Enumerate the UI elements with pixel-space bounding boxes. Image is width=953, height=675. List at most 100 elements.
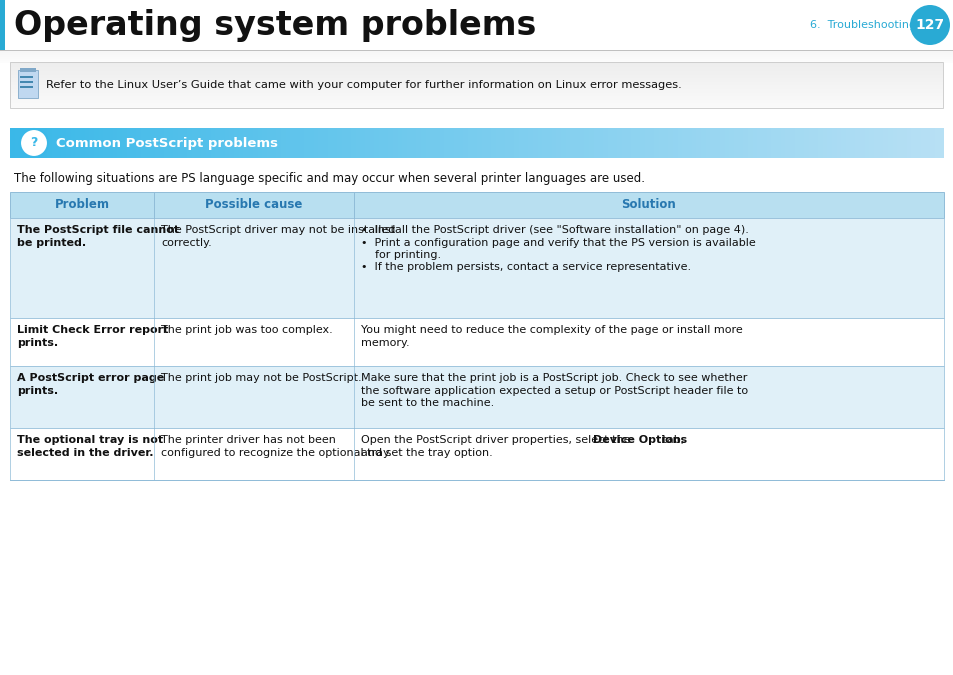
Bar [220, 128, 225, 158]
Bar [365, 128, 370, 158]
Bar [635, 128, 640, 158]
Bar [0, 53, 953, 55]
Bar [10, 104, 942, 105]
Bar [430, 128, 435, 158]
Bar [831, 128, 836, 158]
Bar [770, 128, 776, 158]
Bar [901, 128, 906, 158]
Bar [873, 128, 879, 158]
Bar [673, 128, 678, 158]
Bar [196, 128, 202, 158]
Bar [169, 128, 173, 158]
Bar [145, 128, 151, 158]
Bar [752, 128, 757, 158]
Bar [10, 96, 942, 97]
Bar [90, 128, 94, 158]
Bar [444, 128, 449, 158]
Text: Operating system problems: Operating system problems [14, 9, 536, 43]
Bar [10, 66, 942, 67]
Bar [715, 128, 720, 158]
Bar [686, 128, 692, 158]
Bar [10, 84, 942, 85]
Text: Possible cause: Possible cause [205, 198, 302, 211]
Bar [808, 128, 813, 158]
Bar [10, 71, 942, 72]
Bar [850, 128, 855, 158]
Bar [136, 128, 141, 158]
Bar [663, 128, 668, 158]
Bar [416, 128, 421, 158]
Bar [639, 128, 645, 158]
Bar [728, 128, 734, 158]
Bar [10, 218, 943, 318]
Bar [98, 128, 104, 158]
Bar [612, 128, 617, 158]
Bar [402, 128, 407, 158]
Bar [10, 106, 942, 107]
Bar [38, 128, 43, 158]
Bar [304, 128, 309, 158]
Bar [826, 128, 832, 158]
Bar [355, 128, 360, 158]
Bar [10, 64, 942, 65]
Bar [66, 128, 71, 158]
Bar [127, 128, 132, 158]
Bar [570, 128, 575, 158]
Bar [817, 128, 822, 158]
Bar [29, 128, 33, 158]
Bar [720, 128, 724, 158]
Bar [10, 100, 942, 101]
Text: Problem: Problem [54, 198, 110, 211]
Bar [504, 128, 510, 158]
Bar [19, 128, 25, 158]
Text: The printer driver has not been: The printer driver has not been [161, 435, 335, 445]
Bar [238, 128, 244, 158]
Bar [10, 92, 942, 93]
Bar [10, 428, 943, 480]
Bar [757, 128, 761, 158]
Bar [602, 128, 608, 158]
Bar [518, 128, 523, 158]
Bar [10, 86, 942, 87]
Bar [887, 128, 892, 158]
Bar [346, 128, 351, 158]
Bar [253, 128, 257, 158]
Bar [18, 70, 38, 98]
Bar [882, 128, 887, 158]
Bar [528, 128, 533, 158]
Bar [509, 128, 515, 158]
Text: The print job was too complex.: The print job was too complex. [161, 325, 333, 335]
Text: A PostScript error page: A PostScript error page [17, 373, 164, 383]
Bar [420, 128, 426, 158]
Bar [700, 128, 705, 158]
Bar [491, 128, 496, 158]
Bar [10, 72, 942, 73]
Bar [10, 63, 942, 64]
Bar [631, 128, 636, 158]
Bar [476, 128, 481, 158]
Bar [644, 128, 650, 158]
Bar [10, 97, 942, 98]
Bar [649, 128, 655, 158]
Bar [262, 128, 267, 158]
Bar [462, 128, 468, 158]
Bar [411, 128, 416, 158]
Bar [14, 128, 20, 158]
Bar [122, 128, 127, 158]
Bar [939, 128, 943, 158]
Bar [10, 318, 943, 366]
Bar [878, 128, 882, 158]
Text: Open the PostScript driver properties, select the: Open the PostScript driver properties, s… [360, 435, 634, 445]
Text: be printed.: be printed. [17, 238, 86, 248]
Bar [10, 65, 942, 66]
Bar [10, 366, 943, 428]
Bar [360, 128, 365, 158]
Bar [836, 128, 841, 158]
Bar [383, 128, 389, 158]
Bar [821, 128, 827, 158]
Bar [75, 128, 80, 158]
Bar [154, 128, 160, 158]
Bar [514, 128, 519, 158]
Bar [481, 128, 486, 158]
Bar [915, 128, 921, 158]
